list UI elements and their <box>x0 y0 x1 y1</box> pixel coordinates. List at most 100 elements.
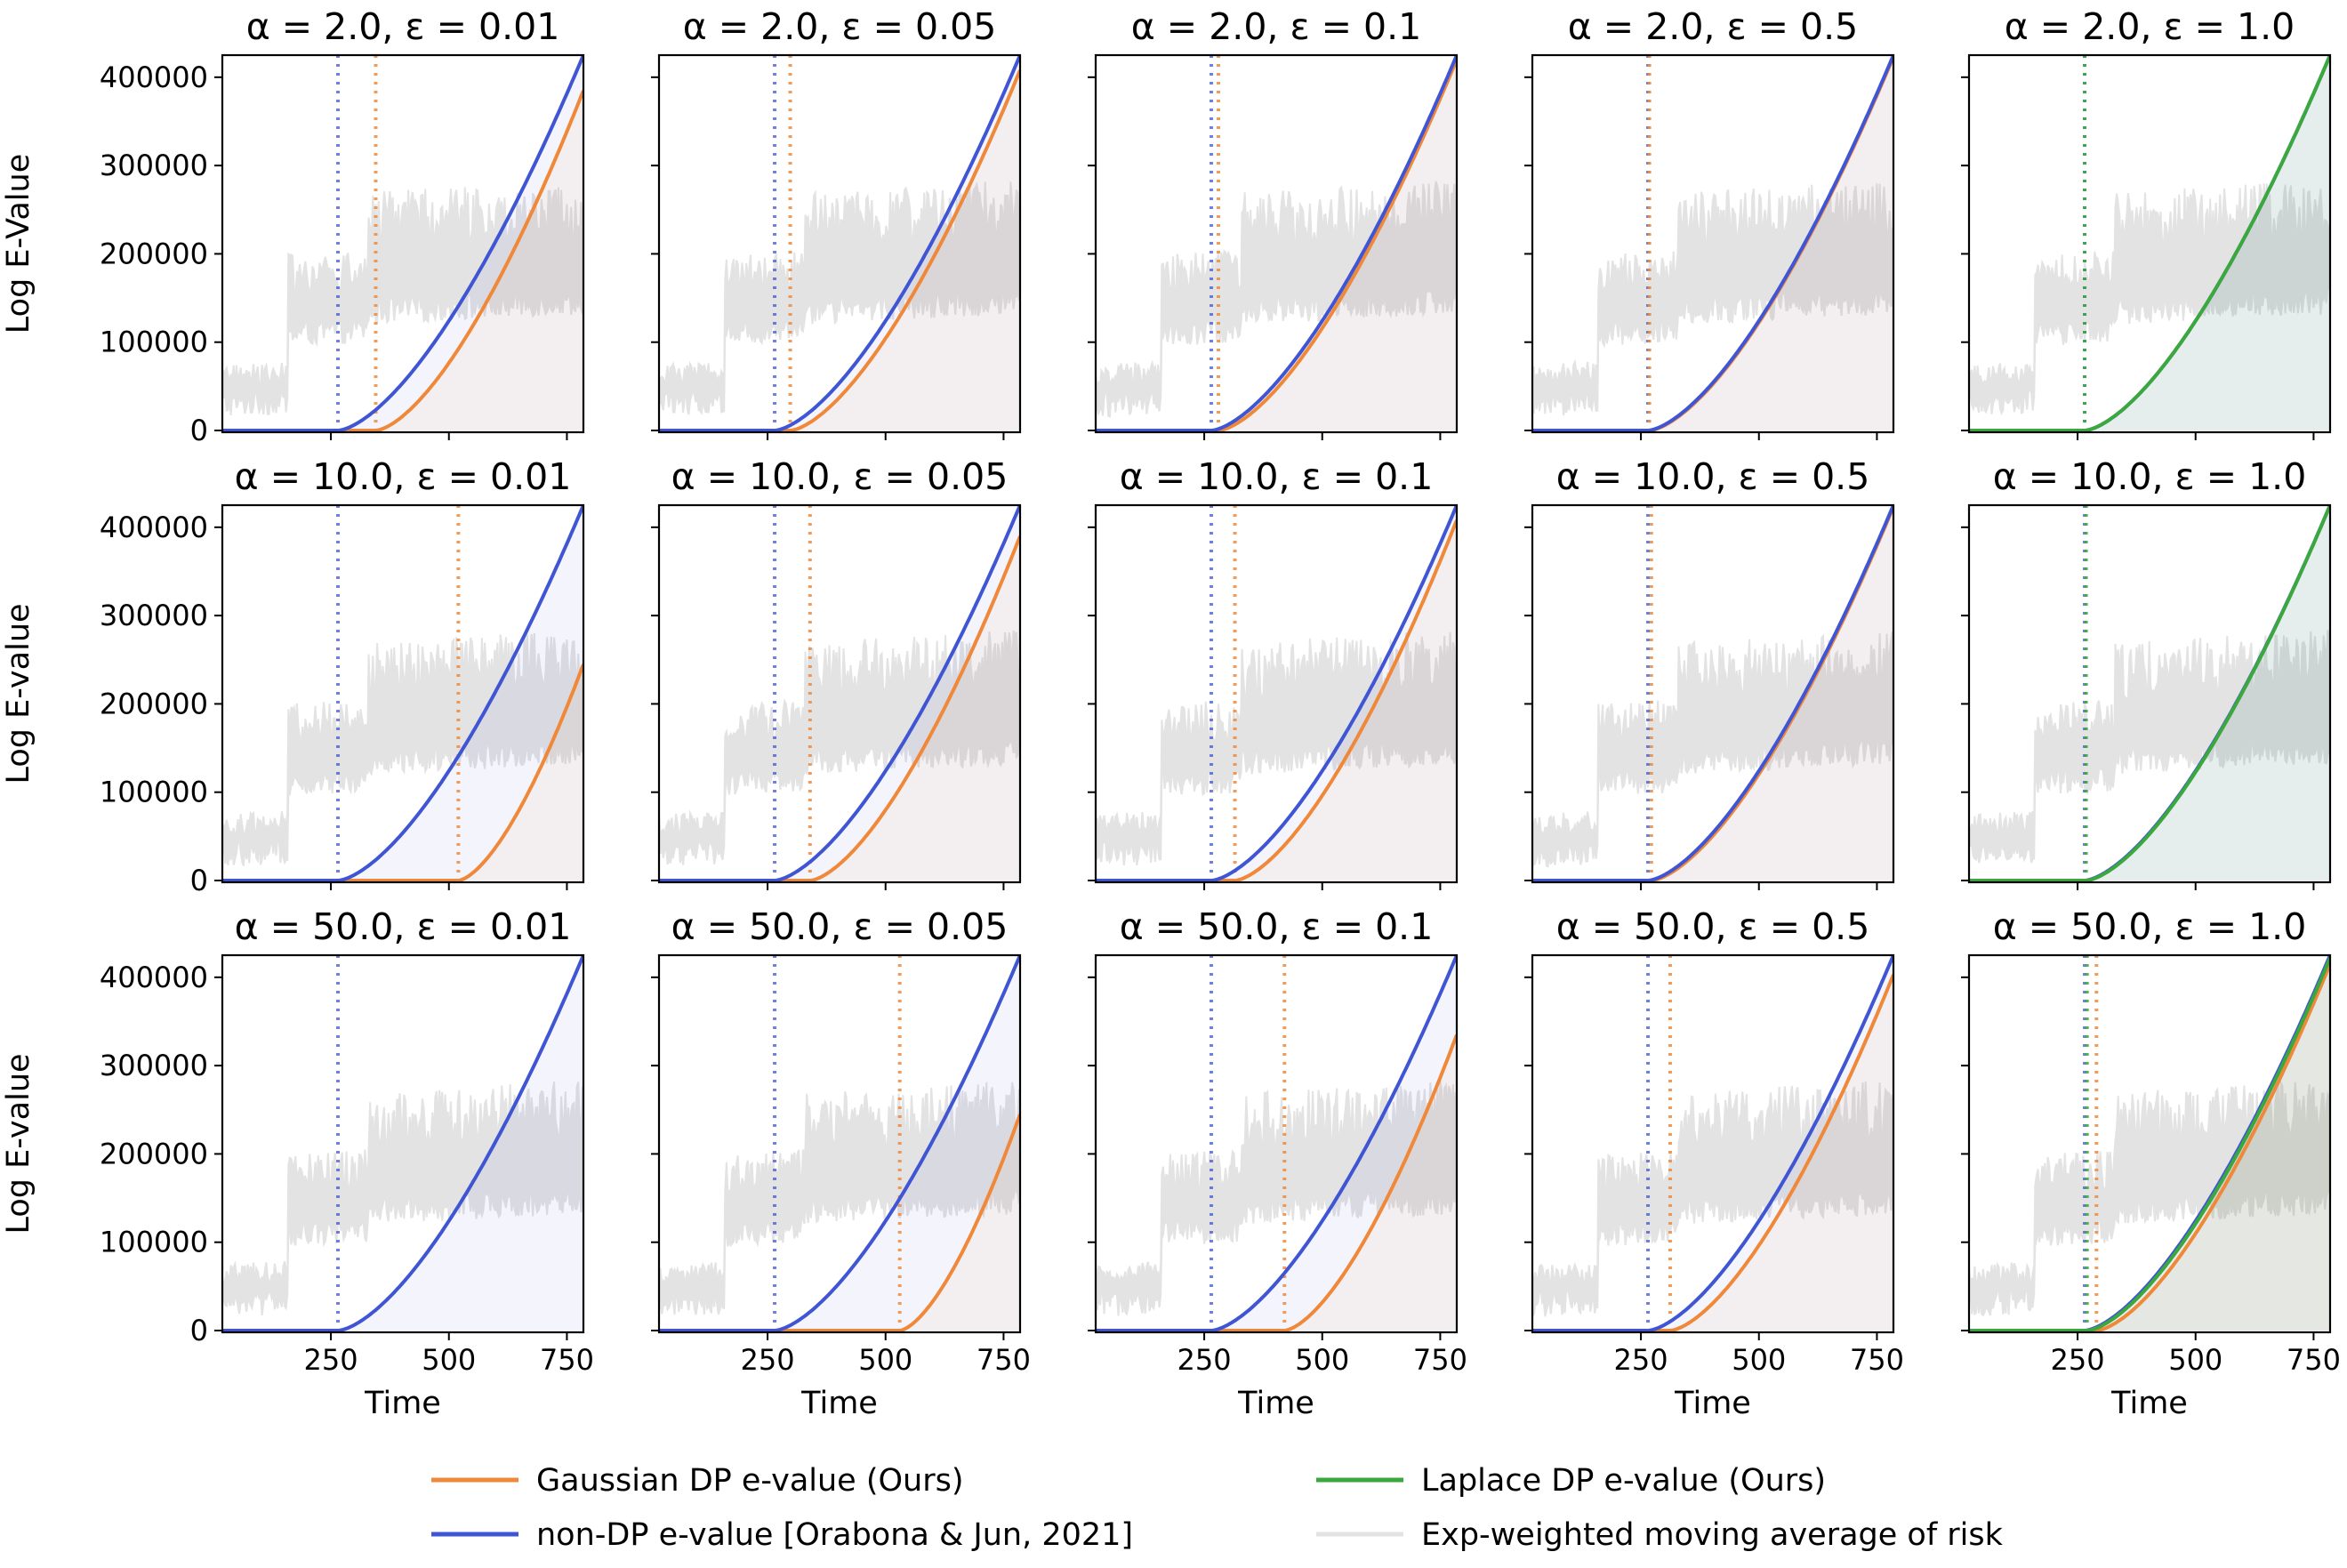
gaussian-area <box>1969 965 2330 1331</box>
gaussian-area <box>1096 1035 1457 1331</box>
nondp-area <box>1096 56 1457 431</box>
x-tick-label: 250 <box>304 1343 358 1377</box>
gaussian-area <box>1532 58 1893 430</box>
x-tick-label: 500 <box>422 1343 476 1377</box>
nondp-curve <box>1096 505 1457 882</box>
legend-label-nondp: non-DP e-value [Orabona & Jun, 2021] <box>536 1517 1133 1553</box>
panel-title: α = 50.0, ε = 0.5 <box>1556 905 1870 948</box>
plot-area <box>659 55 1020 432</box>
legend-label-gaussian: Gaussian DP e-value (Ours) <box>536 1463 964 1499</box>
plot-area <box>1532 955 1893 1332</box>
nondp-area <box>222 56 583 431</box>
panel: α = 50.0, ε = 0.01 250 500 750 0 100000 200000… <box>1 905 594 1421</box>
axes-frame <box>1967 53 2332 434</box>
ewma-band <box>1969 630 2330 864</box>
axes-frame <box>1094 503 1459 884</box>
x-axis-label: Time <box>2110 1386 2188 1421</box>
x-tick-label: 500 <box>2168 1343 2222 1377</box>
panel-title: α = 50.0, ε = 0.05 <box>671 905 1009 948</box>
plot-area <box>1096 505 1457 882</box>
y-tick-label: 300000 <box>100 599 208 632</box>
laplace-curve <box>1969 957 2330 1332</box>
nondp-area <box>1532 506 1893 880</box>
panel: α = 2.0, ε = 0.1 <box>1088 5 1459 440</box>
x-tick-label: 500 <box>1295 1343 1349 1377</box>
y-tick-label: 0 <box>190 864 208 897</box>
plot-area <box>1969 55 2330 432</box>
panel-title: α = 10.0, ε = 0.1 <box>1120 455 1434 498</box>
plot-area <box>222 505 583 882</box>
y-tick-label: 400000 <box>100 511 208 544</box>
nondp-curve <box>222 505 583 882</box>
legend-label-laplace: Laplace DP e-value (Ours) <box>1421 1463 1826 1499</box>
axes-frame <box>657 953 1022 1334</box>
panel: α = 2.0, ε = 0.01 0 100000 200000 300000 4000… <box>1 5 585 447</box>
panel: α = 50.0, ε = 0.5 250 500 750 Time <box>1524 905 1904 1421</box>
laplace-area <box>1969 506 2330 880</box>
nondp-curve <box>659 505 1020 882</box>
nondp-area <box>222 506 583 880</box>
laplace-area <box>1969 56 2330 431</box>
panel: α = 50.0, ε = 1.0 250 500 750 Time <box>1961 905 2341 1421</box>
panel: α = 2.0, ε = 0.5 <box>1524 5 1895 440</box>
nondp-curve <box>222 55 583 432</box>
plot-area <box>1532 505 1893 882</box>
ewma-band <box>1532 183 1893 416</box>
y-tick-label: 300000 <box>100 1049 208 1082</box>
nondp-area <box>1096 506 1457 880</box>
y-axis-label: Log E-value <box>1 603 36 784</box>
axes-frame <box>1531 503 1895 884</box>
laplace-area <box>1969 959 2330 1331</box>
legend-item-nondp: non-DP e-value [Orabona & Jun, 2021] <box>431 1517 1133 1553</box>
legend-item-laplace: Laplace DP e-value (Ours) <box>1316 1463 1826 1499</box>
plot-area <box>222 955 583 1332</box>
axes-frame <box>221 53 585 434</box>
panel: α = 10.0, ε = 0.05 <box>651 455 1022 890</box>
nondp-area <box>1969 956 2330 1331</box>
x-tick-label: 500 <box>1732 1343 1786 1377</box>
gaussian-area <box>659 537 1020 880</box>
legend-item-ewma: Exp-weighted moving average of risk <box>1316 1517 2004 1553</box>
nondp-curve <box>659 955 1020 1332</box>
nondp-area <box>659 506 1020 880</box>
nondp-curve <box>659 55 1020 432</box>
legend-label-ewma: Exp-weighted moving average of risk <box>1421 1517 2004 1553</box>
gaussian-area <box>1096 60 1457 430</box>
panel-title: α = 2.0, ε = 0.05 <box>683 5 997 48</box>
legend-item-gaussian: Gaussian DP e-value (Ours) <box>431 1463 964 1499</box>
panel: α = 10.0, ε = 0.1 <box>1088 455 1459 890</box>
panel-title: α = 2.0, ε = 0.1 <box>1131 5 1422 48</box>
panel-title: α = 10.0, ε = 0.01 <box>235 455 572 498</box>
plot-area <box>659 505 1020 882</box>
x-tick-label: 250 <box>741 1343 795 1377</box>
x-tick-label: 750 <box>540 1343 594 1377</box>
axes-frame <box>1094 53 1459 434</box>
ewma-band <box>1969 183 2330 416</box>
panel-title: α = 10.0, ε = 0.05 <box>671 455 1009 498</box>
panel-title: α = 2.0, ε = 0.01 <box>246 5 560 48</box>
x-tick-label: 750 <box>1413 1343 1467 1377</box>
panel: α = 50.0, ε = 0.1 250 500 750 Time <box>1088 905 1467 1421</box>
plot-area <box>1096 955 1457 1332</box>
gaussian-area <box>1096 521 1457 880</box>
x-axis-label: Time <box>1237 1386 1314 1421</box>
gaussian-area <box>222 92 583 430</box>
nondp-curve <box>1096 955 1457 1332</box>
nondp-area <box>659 956 1020 1331</box>
nondp-area <box>659 56 1020 431</box>
x-axis-label: Time <box>364 1386 441 1421</box>
nondp-area <box>1532 56 1893 431</box>
y-tick-label: 100000 <box>100 1226 208 1259</box>
y-tick-label: 200000 <box>100 1137 208 1170</box>
x-tick-label: 750 <box>1850 1343 1904 1377</box>
y-tick-label: 0 <box>190 1314 208 1347</box>
x-axis-label: Time <box>1674 1386 1751 1421</box>
plot-area <box>222 55 583 432</box>
panel-title: α = 50.0, ε = 1.0 <box>1993 905 2307 948</box>
panel: α = 10.0, ε = 1.0 <box>1961 455 2332 890</box>
panel-title: α = 50.0, ε = 0.01 <box>235 905 572 948</box>
nondp-area <box>222 956 583 1331</box>
panel: α = 2.0, ε = 0.05 <box>651 5 1022 440</box>
axes-frame <box>657 53 1022 434</box>
plot-area <box>1969 505 2330 882</box>
